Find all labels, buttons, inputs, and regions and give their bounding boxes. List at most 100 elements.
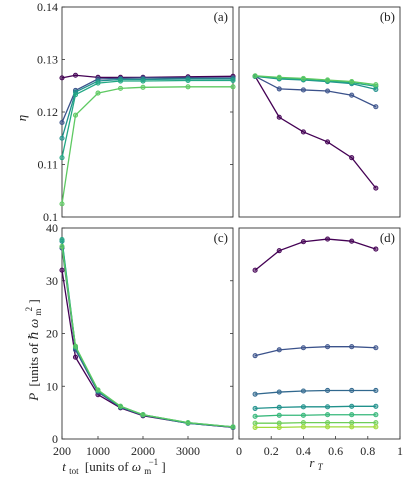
x-tick-label: 1 (397, 444, 403, 458)
series-line (254, 346, 376, 357)
data-point (140, 78, 146, 84)
data-point (252, 73, 258, 79)
panel-a: 0.1 0.11 0.12 0.13 0.14 (a) (37, 0, 236, 224)
y-tick-label: 20 (46, 327, 58, 341)
data-point (324, 424, 331, 430)
plot-frame (61, 227, 234, 440)
x-tick-label: 0 (236, 444, 242, 458)
data-point (324, 387, 331, 394)
y-tick-label: 0.13 (37, 53, 58, 67)
y-tick-label: 0.1 (43, 210, 58, 224)
data-point (252, 405, 258, 411)
data-point (117, 78, 124, 84)
data-point (276, 114, 282, 120)
data-point (373, 185, 379, 191)
y-tick-label: 10 (46, 379, 58, 393)
x-tick-label: 3000 (176, 444, 200, 458)
y-tick-label: 30 (46, 274, 58, 288)
y-tick-label: 0.12 (37, 105, 58, 119)
data-point (95, 387, 101, 393)
series-line (61, 241, 234, 428)
data-point (59, 155, 65, 161)
data-point (300, 388, 306, 394)
data-point (300, 75, 306, 81)
data-point (276, 389, 282, 395)
plot-frame (238, 227, 401, 440)
series-line (255, 421, 376, 424)
data-point (230, 77, 236, 84)
data-point (373, 387, 379, 394)
data-point (59, 237, 65, 243)
data-point (59, 135, 65, 141)
data-point (324, 236, 331, 242)
data-point (324, 412, 331, 418)
data-point (72, 343, 79, 349)
y-tick-label: 0.14 (37, 0, 58, 14)
panel-label: (c) (214, 230, 228, 245)
panel-label: (b) (380, 9, 395, 24)
data-point (252, 413, 258, 419)
x-tick-label: 0.8 (360, 444, 375, 458)
data-point (373, 246, 379, 252)
series-line (255, 75, 376, 87)
data-point (324, 404, 331, 410)
data-point (185, 84, 191, 90)
panel-d: 0 0.2 0.4 0.6 0.8 1 (d) (236, 227, 403, 458)
data-point (252, 353, 258, 359)
data-point (349, 92, 355, 98)
series-line (255, 405, 376, 410)
data-point (276, 86, 282, 92)
data-point (72, 72, 79, 78)
data-point (324, 420, 331, 426)
series-line (255, 426, 376, 429)
data-point (300, 412, 306, 418)
data-point (59, 75, 65, 81)
data-point (349, 420, 355, 426)
series-line (254, 75, 377, 189)
data-point (72, 112, 79, 118)
data-point (349, 238, 355, 244)
data-point (373, 403, 379, 409)
data-point (349, 155, 355, 161)
data-point (140, 412, 146, 418)
data-point (373, 420, 379, 426)
data-point (252, 391, 258, 397)
data-point (349, 387, 355, 394)
series-line (255, 414, 376, 417)
data-point (300, 129, 306, 135)
data-point (276, 347, 282, 353)
data-point (252, 420, 258, 426)
series-line (255, 75, 376, 86)
data-point (300, 239, 306, 245)
data-point (373, 424, 379, 430)
data-point (72, 92, 79, 98)
data-point (95, 90, 101, 96)
panel-label: (a) (214, 9, 228, 24)
data-point (373, 345, 379, 351)
data-point (252, 424, 258, 430)
data-point (59, 201, 65, 207)
data-point (349, 403, 355, 409)
data-point (276, 412, 282, 418)
panel-b: (b) (238, 6, 401, 218)
data-point (252, 267, 258, 273)
y-tick-label: 0.11 (37, 158, 58, 172)
plot-frame (61, 6, 234, 218)
y-tick-label: 40 (46, 221, 58, 235)
data-point (300, 420, 306, 426)
data-point (349, 344, 355, 350)
data-point (373, 412, 379, 418)
data-point (230, 424, 236, 430)
series-line (255, 389, 376, 395)
data-point (373, 82, 379, 88)
x-tick-label: 0.4 (296, 444, 311, 458)
data-point (349, 424, 355, 430)
x-tick-label: 0.2 (264, 444, 279, 458)
data-point (276, 74, 282, 80)
x-tick-label: 0.6 (328, 444, 343, 458)
data-point (59, 243, 65, 250)
panel-label: (d) (380, 230, 395, 245)
time-xlabel: t tot [units of ω m −1 ] (62, 453, 165, 477)
power-ylabel: P [units of ℏ ω m 2 ] (20, 299, 44, 402)
